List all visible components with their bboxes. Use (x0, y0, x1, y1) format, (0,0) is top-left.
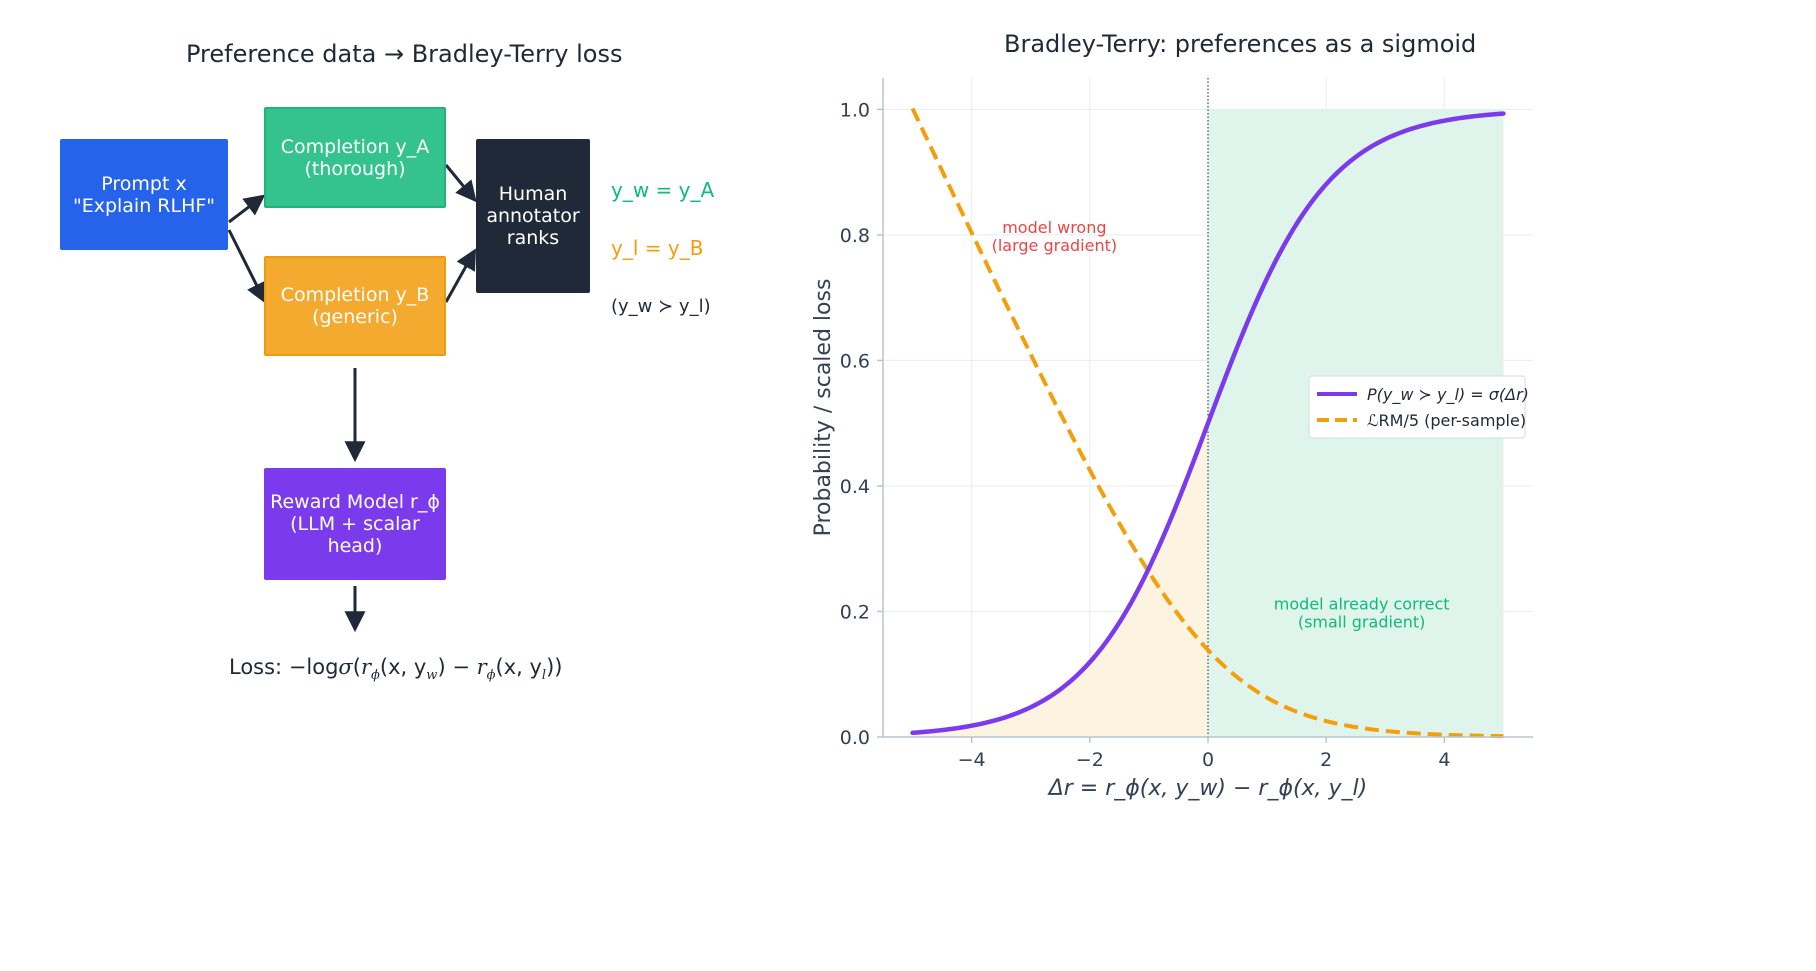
reward-model-box: Reward Model r_ϕ (LLM + scalar head) (264, 468, 446, 580)
diagram-title: Preference data → Bradley-Terry loss (186, 40, 623, 68)
y-tick-label: 0.0 (840, 727, 870, 749)
chart-ticks: −4 −2 0 2 4 0.0 0.2 0.4 0.6 0.8 1.0 (840, 99, 1451, 771)
shaded-region-wrong (912, 423, 1208, 737)
order-label: (y_w ≻ y_l) (611, 296, 711, 317)
loss-sigma: σ (338, 655, 353, 679)
yw-label: y_w = y_A (611, 178, 715, 202)
loss-args-l: (x, y (495, 655, 542, 679)
yl-label: y_l = y_B (611, 236, 704, 260)
chart-lines (910, 78, 1506, 739)
prompt-line1: Prompt x (101, 172, 187, 195)
loss-formula: Loss: −logσ(rϕ(x, yw) − rϕ(x, yl)) (229, 655, 562, 683)
annotation-model-correct-line2: (small gradient) (1298, 612, 1426, 631)
x-tick-label: −2 (1076, 749, 1104, 771)
chart-legend: P(y_w ≻ y_l) = σ(Δr) ℒRM/5 (per-sample) (1308, 375, 1529, 439)
x-axis-label: Δr = r_ϕ(x, y_w) − r_ϕ(x, y_l) (1047, 776, 1368, 801)
annotator-box: Human annotator ranks (476, 139, 590, 293)
x-tick-label: −4 (958, 749, 986, 771)
loss-phi-w: ϕ (371, 668, 380, 684)
prompt-box: Prompt x "Explain RLHF" (60, 139, 228, 250)
annotator-line2: annotator (486, 205, 580, 227)
x-tick-label: 0 (1202, 749, 1214, 771)
y-axis-label: Probability / scaled loss (811, 279, 836, 537)
legend-loss-label: ℒRM/5 (per-sample) (1367, 411, 1526, 430)
loss-sub-l: l (541, 668, 547, 684)
loss-close: )) (546, 655, 563, 679)
annotation-model-correct-line1: model already correct (1274, 594, 1450, 613)
y-tick-label: 0.2 (840, 601, 870, 623)
completion-b-line2: (generic) (312, 306, 398, 328)
y-tick-label: 0.8 (840, 225, 870, 247)
completion-b-line1: Completion y_B (280, 284, 430, 306)
loss-minus: − (445, 655, 477, 679)
loss-phi-l: ϕ (486, 668, 496, 684)
reward-model-line1: Reward Model r_ϕ (270, 491, 440, 513)
annotator-line3: ranks (506, 227, 560, 249)
legend-sigmoid-label: P(y_w ≻ y_l) = σ(Δr) (1367, 385, 1529, 405)
loss-r-w: r (360, 655, 372, 679)
reward-model-line2: (LLM + scalar head) (290, 513, 420, 557)
loss-sub-w: w (426, 668, 438, 684)
y-tick-label: 0.4 (840, 476, 870, 498)
y-tick-label: 0.6 (840, 350, 870, 372)
completion-a-box: Completion y_A (thorough) (264, 107, 446, 208)
prompt-line2: "Explain RLHF" (72, 194, 216, 217)
loss-minus-log: −log (288, 655, 339, 679)
completion-b-box: Completion y_B (generic) (264, 256, 446, 356)
annotator-line1: Human (498, 183, 568, 205)
x-tick-label: 2 (1320, 749, 1332, 771)
loss-args-w: (x, y (379, 655, 427, 679)
annotation-model-wrong-line2: (large gradient) (992, 236, 1118, 255)
chart-title: Bradley-Terry: preferences as a sigmoid (1004, 30, 1477, 58)
loss-open-paren: ( (352, 655, 361, 679)
chart-annotations: model wrong(large gradient) model already… (992, 218, 1450, 632)
annotation-model-wrong-line1: model wrong (1002, 218, 1106, 237)
loss-close-arg: ) (437, 655, 446, 679)
y-tick-label: 1.0 (840, 99, 870, 121)
completion-a-line1: Completion y_A (280, 135, 430, 158)
sigmoid-curve (910, 111, 1506, 736)
loss-curve (910, 107, 1504, 739)
legend-box (1308, 375, 1526, 439)
loss-r-l: r (476, 655, 487, 679)
loss-prefix: Loss: (229, 655, 289, 679)
completion-a-line2: (thorough) (304, 157, 406, 180)
x-tick-label: 4 (1438, 749, 1450, 771)
